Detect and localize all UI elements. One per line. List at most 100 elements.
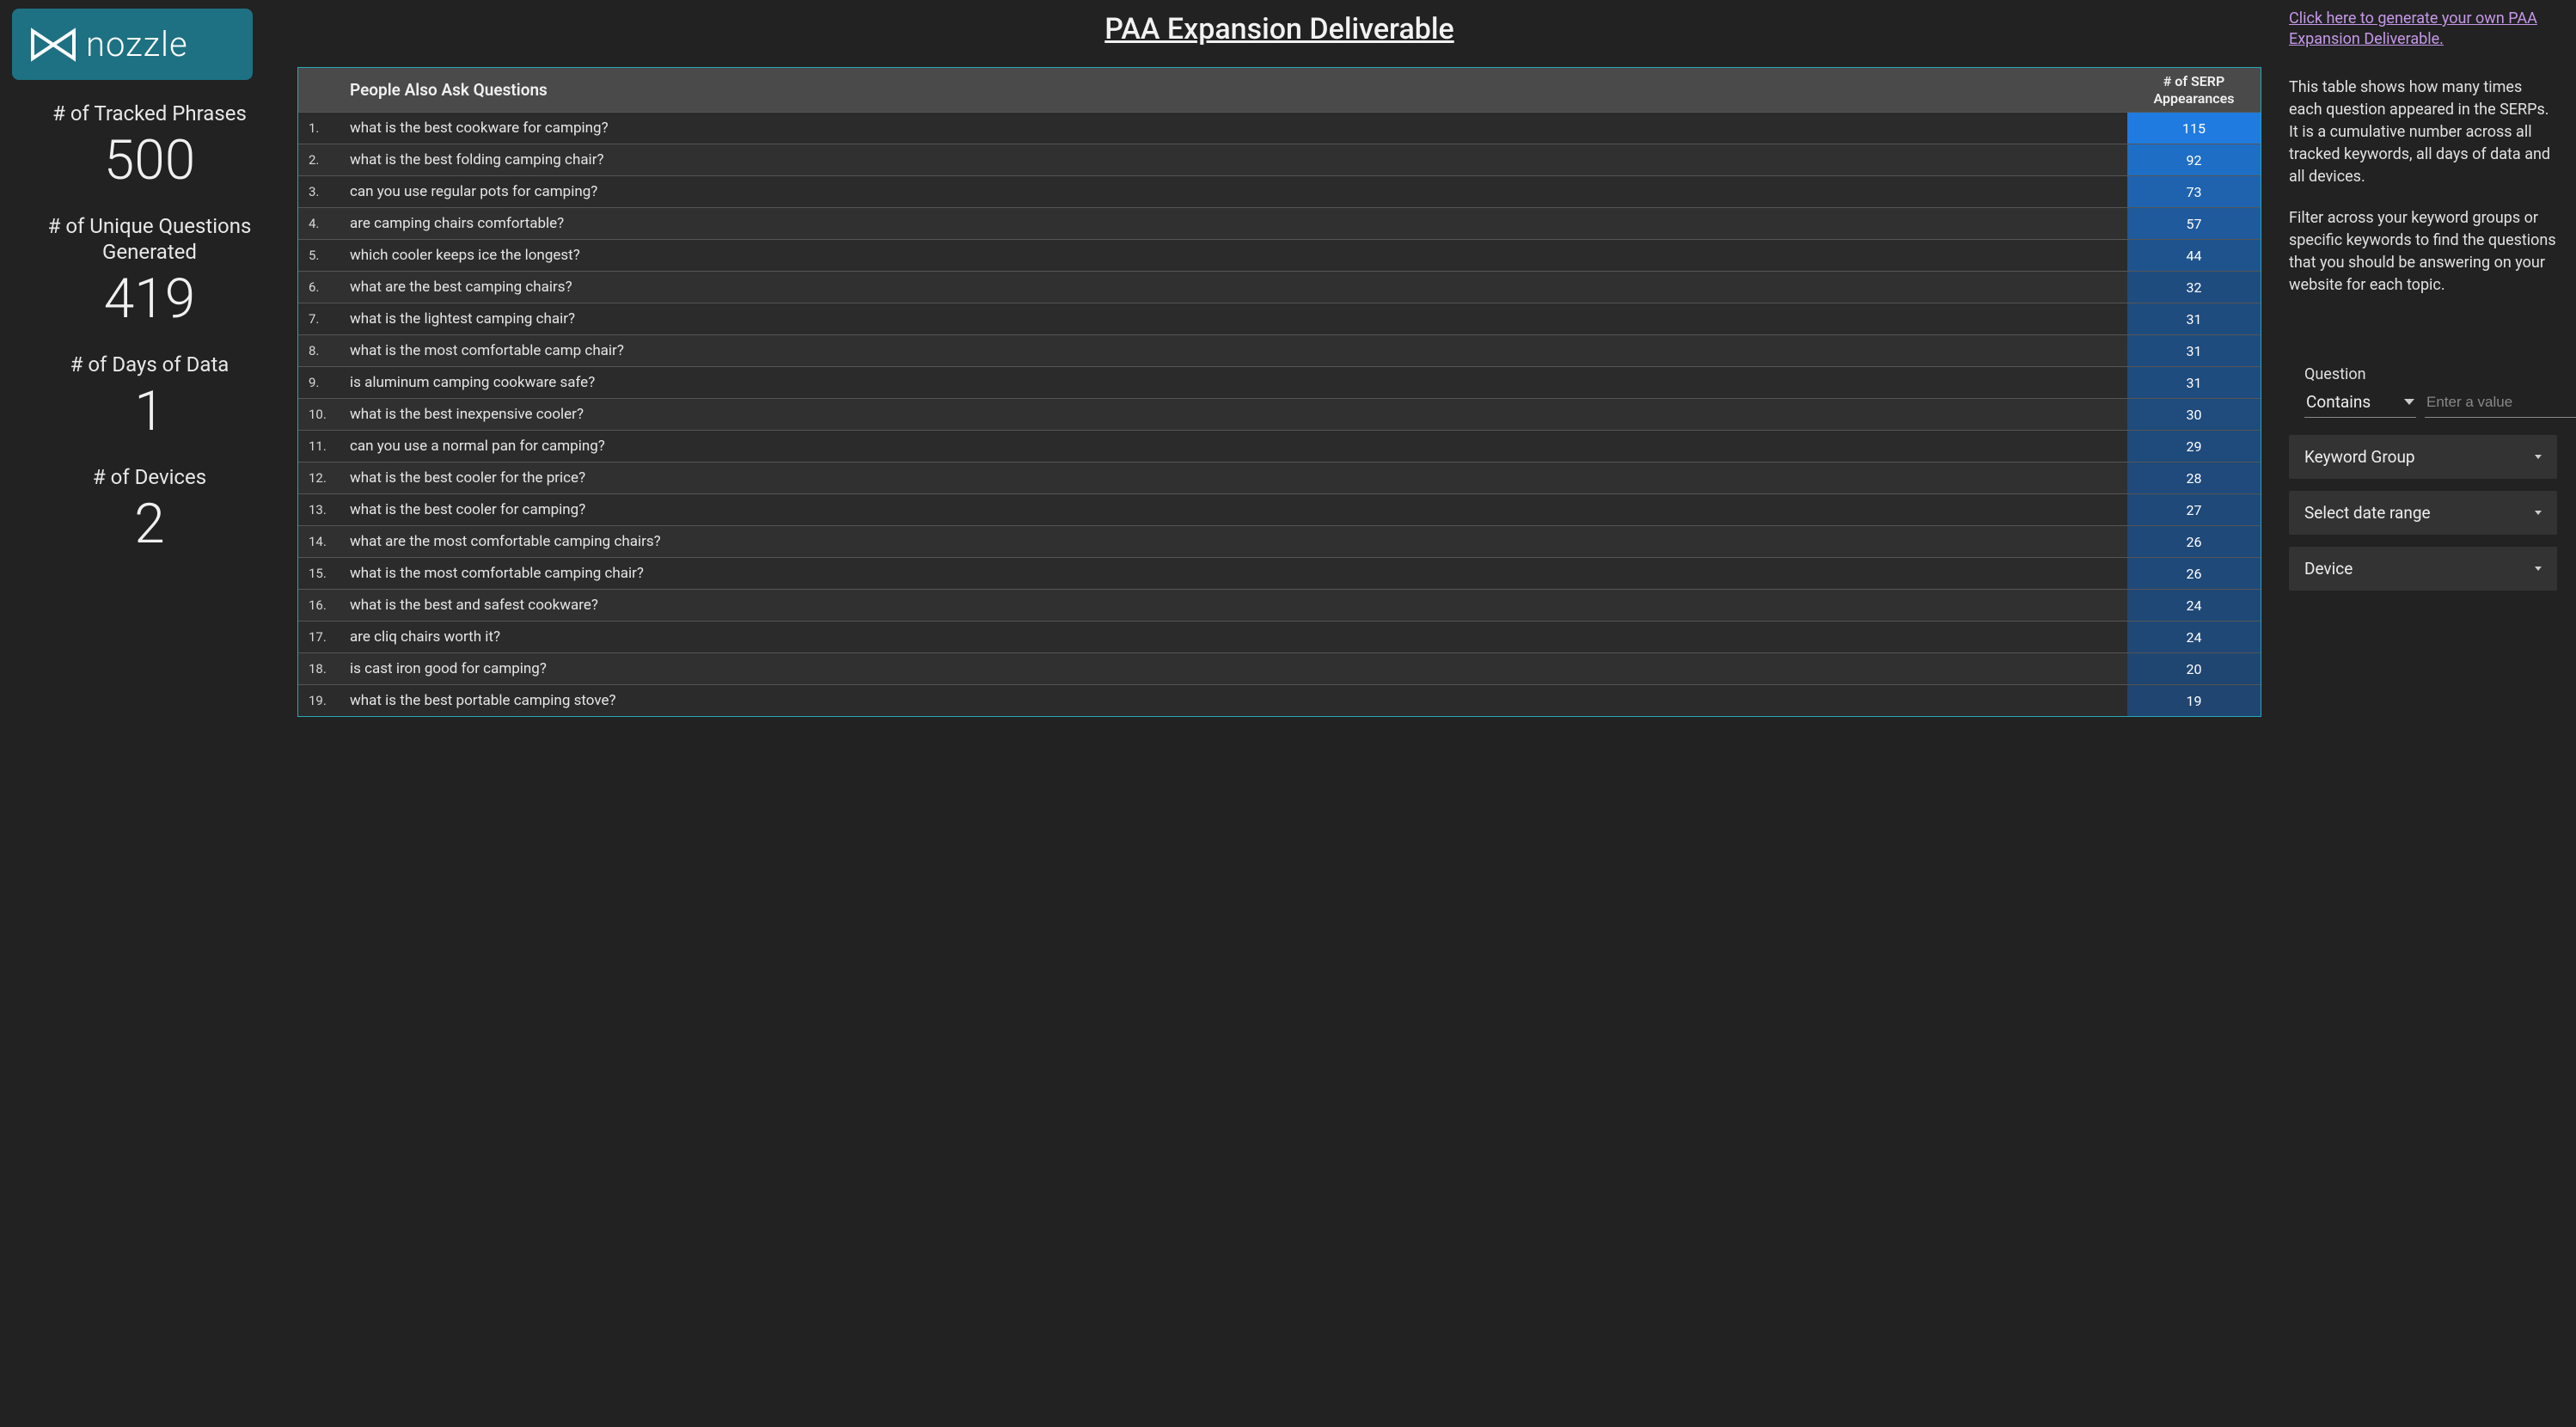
- row-index: 6.: [298, 272, 350, 303]
- row-index: 15.: [298, 558, 350, 589]
- row-count: 31: [2127, 303, 2261, 334]
- nozzle-bowtie-icon: [29, 28, 77, 62]
- row-count: 29: [2127, 431, 2261, 462]
- table-body: 1.what is the best cookware for camping?…: [298, 112, 2261, 716]
- row-index: 4.: [298, 208, 350, 239]
- row-question: what is the most comfortable camping cha…: [350, 558, 2127, 589]
- table-row[interactable]: 16.what is the best and safest cookware?…: [298, 589, 2261, 621]
- stat-label: # of Devices: [12, 464, 287, 490]
- table-row[interactable]: 13.what is the best cooler for camping?2…: [298, 493, 2261, 525]
- filter-device-label: Device: [2304, 559, 2353, 579]
- filter-question-input[interactable]: [2425, 389, 2576, 418]
- stat-block: # of Unique Questions Generated419: [12, 213, 287, 331]
- row-index: 19.: [298, 685, 350, 716]
- table-row[interactable]: 8.what is the most comfortable camp chai…: [298, 334, 2261, 366]
- row-question: what is the best folding camping chair?: [350, 144, 2127, 175]
- row-index: 3.: [298, 176, 350, 207]
- table-row[interactable]: 3.can you use regular pots for camping?7…: [298, 175, 2261, 207]
- chevron-down-icon: [2404, 399, 2414, 405]
- row-question: can you use regular pots for camping?: [350, 176, 2127, 207]
- row-index: 13.: [298, 494, 350, 525]
- row-index: 9.: [298, 367, 350, 398]
- row-count: 57: [2127, 208, 2261, 239]
- paa-table: People Also Ask Questions # of SERP Appe…: [297, 67, 2261, 717]
- row-question: what is the best cooler for the price?: [350, 462, 2127, 493]
- row-count: 31: [2127, 367, 2261, 398]
- left-panel: nozzle # of Tracked Phrases500 # of Uniqu…: [12, 9, 287, 717]
- row-question: what are the best camping chairs?: [350, 272, 2127, 303]
- chevron-down-icon: [2535, 511, 2542, 515]
- table-row[interactable]: 2.what is the best folding camping chair…: [298, 144, 2261, 175]
- table-row[interactable]: 7.what is the lightest camping chair?31: [298, 303, 2261, 334]
- row-index: 5.: [298, 240, 350, 271]
- stat-label: # of Days of Data: [12, 352, 287, 377]
- row-count: 27: [2127, 494, 2261, 525]
- th-count: # of SERP Appearances: [2127, 68, 2261, 111]
- stat-value: 1: [12, 379, 287, 444]
- table-row[interactable]: 5.which cooler keeps ice the longest?44: [298, 239, 2261, 271]
- table-row[interactable]: 6.what are the best camping chairs?32: [298, 271, 2261, 303]
- row-index: 11.: [298, 431, 350, 462]
- stat-block: # of Tracked Phrases500: [12, 101, 287, 193]
- row-index: 10.: [298, 399, 350, 430]
- filter-keyword-group-label: Keyword Group: [2304, 447, 2415, 467]
- table-row[interactable]: 18.is cast iron good for camping?20: [298, 652, 2261, 684]
- filter-question-mode-text: Contains: [2306, 392, 2371, 412]
- row-question: what is the best portable camping stove?: [350, 685, 2127, 716]
- row-index: 12.: [298, 462, 350, 493]
- table-row[interactable]: 4.are camping chairs comfortable?57: [298, 207, 2261, 239]
- filter-date-range[interactable]: Select date range: [2289, 491, 2557, 535]
- table-row[interactable]: 10.what is the best inexpensive cooler?3…: [298, 398, 2261, 430]
- description-1: This table shows how many times each que…: [2289, 77, 2557, 188]
- table-row[interactable]: 14.what are the most comfortable camping…: [298, 525, 2261, 557]
- row-question: what is the best cookware for camping?: [350, 113, 2127, 144]
- table-row[interactable]: 12.what is the best cooler for the price…: [298, 462, 2261, 493]
- filters: Question Contains Keyword Group Select d…: [2289, 365, 2557, 591]
- stats-container: # of Tracked Phrases500 # of Unique Quest…: [12, 101, 287, 556]
- row-question: what is the best inexpensive cooler?: [350, 399, 2127, 430]
- page-title: PAA Expansion Deliverable: [297, 12, 2261, 46]
- table-row[interactable]: 1.what is the best cookware for camping?…: [298, 112, 2261, 144]
- row-question: is aluminum camping cookware safe?: [350, 367, 2127, 398]
- table-row[interactable]: 19.what is the best portable camping sto…: [298, 684, 2261, 716]
- row-question: are camping chairs comfortable?: [350, 208, 2127, 239]
- table-row[interactable]: 17.are cliq chairs worth it?24: [298, 621, 2261, 652]
- row-count: 24: [2127, 590, 2261, 621]
- row-question: what is the best cooler for camping?: [350, 494, 2127, 525]
- table-row[interactable]: 15.what is the most comfortable camping …: [298, 557, 2261, 589]
- stat-value: 500: [12, 128, 287, 193]
- row-index: 1.: [298, 113, 350, 144]
- stat-block: # of Devices2: [12, 464, 287, 556]
- row-index: 18.: [298, 653, 350, 684]
- table-row[interactable]: 9.is aluminum camping cookware safe?31: [298, 366, 2261, 398]
- row-count: 26: [2127, 558, 2261, 589]
- filter-date-range-label: Select date range: [2304, 503, 2431, 523]
- filter-device[interactable]: Device: [2289, 547, 2557, 591]
- row-question: what are the most comfortable camping ch…: [350, 526, 2127, 557]
- row-question: is cast iron good for camping?: [350, 653, 2127, 684]
- chevron-down-icon: [2535, 567, 2542, 571]
- generate-link[interactable]: Click here to generate your own PAA Expa…: [2289, 9, 2557, 51]
- row-index: 7.: [298, 303, 350, 334]
- th-question: People Also Ask Questions: [350, 68, 2127, 112]
- filter-keyword-group[interactable]: Keyword Group: [2289, 435, 2557, 479]
- filter-question: Question Contains: [2289, 365, 2557, 418]
- table-row[interactable]: 11.can you use a normal pan for camping?…: [298, 430, 2261, 462]
- row-question: what is the lightest camping chair?: [350, 303, 2127, 334]
- filter-question-mode-select[interactable]: Contains: [2304, 389, 2416, 418]
- row-index: 2.: [298, 144, 350, 175]
- filter-question-label: Question: [2304, 365, 2542, 383]
- row-question: can you use a normal pan for camping?: [350, 431, 2127, 462]
- stat-label: # of Tracked Phrases: [12, 101, 287, 126]
- brand-logo: nozzle: [12, 9, 253, 80]
- brand-name: nozzle: [86, 24, 188, 64]
- row-count: 73: [2127, 176, 2261, 207]
- row-count: 30: [2127, 399, 2261, 430]
- row-count: 115: [2127, 113, 2261, 144]
- row-index: 14.: [298, 526, 350, 557]
- row-count: 31: [2127, 335, 2261, 366]
- row-count: 32: [2127, 272, 2261, 303]
- row-index: 8.: [298, 335, 350, 366]
- row-index: 17.: [298, 622, 350, 652]
- row-index: 16.: [298, 590, 350, 621]
